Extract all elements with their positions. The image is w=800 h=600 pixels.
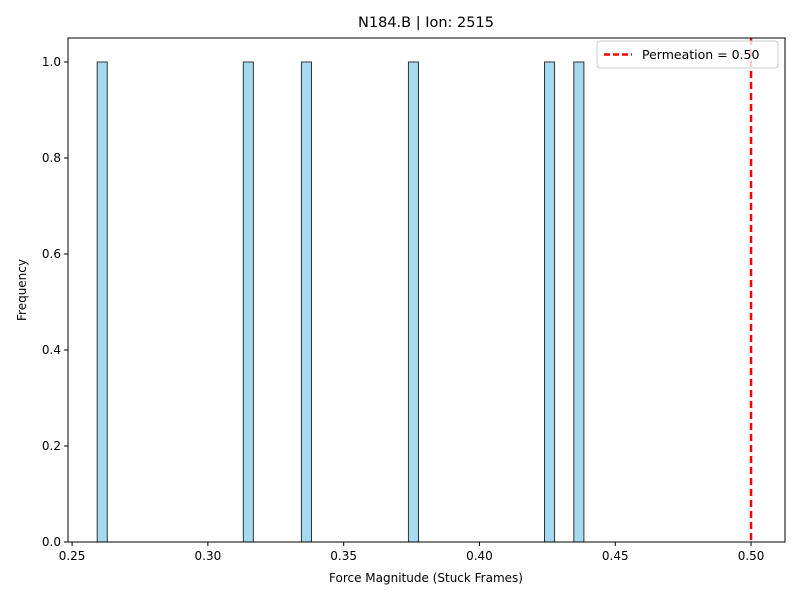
histogram-bar-2 [242, 61, 254, 543]
x-tick-label: 0.25 [59, 549, 86, 563]
x-axis-label: Force Magnitude (Stuck Frames) [329, 571, 523, 585]
x-tick-label: 0.35 [330, 549, 357, 563]
y-tick-label: 0.2 [42, 439, 61, 453]
x-tick-label: 0.30 [195, 549, 222, 563]
legend-box [596, 40, 779, 69]
axes-frame [67, 37, 786, 543]
y-tick-label: 0.4 [42, 343, 61, 357]
histogram-bar-5 [544, 61, 556, 543]
x-tick-label: 0.45 [602, 549, 629, 563]
histogram-bar-1 [96, 61, 108, 543]
y-tick-label: 0.6 [42, 247, 61, 261]
x-tick-label: 0.40 [466, 549, 493, 563]
histogram-bar-3 [300, 61, 312, 543]
chart-title: N184.B | Ion: 2515 [358, 15, 494, 31]
y-axis-label: Frequency [15, 259, 29, 321]
legend-label: Permeation = 0.50 [642, 47, 759, 62]
y-axis-ticks: 0.0 0.2 0.4 0.6 0.8 1.0 [42, 55, 68, 549]
histogram-bar-6 [573, 61, 585, 543]
x-tick-label: 0.50 [738, 549, 765, 563]
x-axis-ticks: 0.25 0.30 0.35 0.40 0.45 0.50 [59, 542, 765, 563]
y-tick-label: 0.0 [42, 535, 61, 549]
legend: Permeation = 0.50 [596, 40, 779, 69]
y-tick-label: 0.8 [42, 151, 61, 165]
histogram-bar-4 [407, 61, 419, 543]
y-tick-label: 1.0 [42, 55, 61, 69]
bars-group [96, 61, 585, 543]
